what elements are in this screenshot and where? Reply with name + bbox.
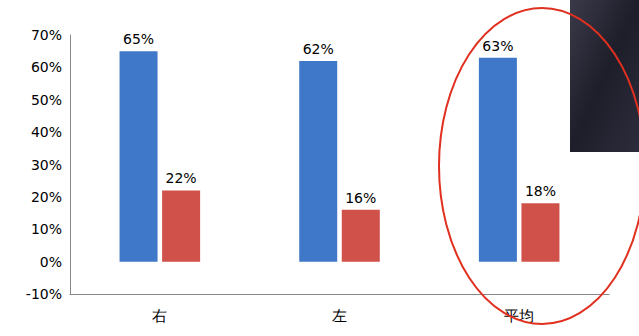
svg-text:-10%: -10% xyxy=(26,286,62,302)
svg-text:20%: 20% xyxy=(31,189,62,205)
svg-text:70%: 70% xyxy=(31,27,62,43)
svg-text:0%: 0% xyxy=(40,254,62,270)
svg-text:10%: 10% xyxy=(31,221,62,237)
svg-text:22%: 22% xyxy=(166,170,197,186)
svg-text:30%: 30% xyxy=(31,157,62,173)
svg-text:16%: 16% xyxy=(345,190,376,206)
svg-text:40%: 40% xyxy=(31,124,62,140)
svg-text:63%: 63% xyxy=(482,38,513,54)
svg-text:65%: 65% xyxy=(123,31,154,47)
svg-text:50%: 50% xyxy=(31,92,62,108)
svg-text:62%: 62% xyxy=(303,41,334,57)
svg-text:18%: 18% xyxy=(525,183,556,199)
svg-text:平均: 平均 xyxy=(504,307,534,325)
svg-text:左: 左 xyxy=(332,307,347,325)
svg-text:右: 右 xyxy=(152,307,167,325)
svg-text:60%: 60% xyxy=(31,59,62,75)
